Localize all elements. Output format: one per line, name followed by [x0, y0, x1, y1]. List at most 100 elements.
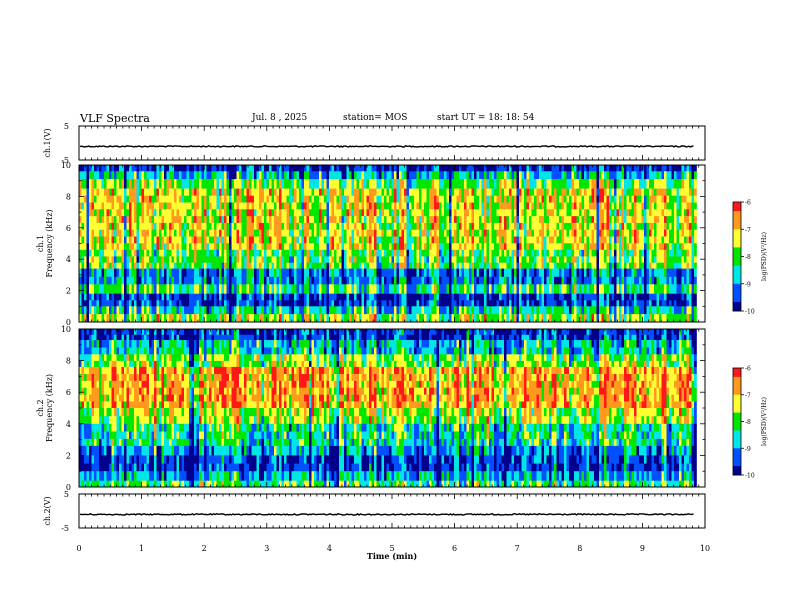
spectrogram-cell	[494, 188, 497, 196]
spectrogram-cell	[399, 249, 402, 257]
spectrogram-cell	[476, 300, 480, 307]
spectrogram-cell	[211, 268, 215, 277]
spectrogram-cell	[219, 165, 222, 172]
spectrogram-cell	[561, 222, 565, 230]
spectrogram-cell	[431, 306, 435, 315]
spectrogram-cell	[544, 262, 547, 269]
spectrogram-cell	[364, 276, 367, 285]
spectrogram-cell	[611, 293, 615, 301]
spectrogram-cell	[434, 209, 437, 217]
spectrogram-cell	[329, 262, 332, 269]
spectrogram-cell	[476, 306, 480, 315]
spectrogram-cell	[336, 236, 340, 244]
spectrogram-cell	[519, 249, 522, 257]
spectrogram-cell	[471, 262, 475, 269]
spectrogram-cell	[409, 249, 412, 257]
spectrogram-cell	[181, 306, 185, 315]
spectrogram-cell	[246, 249, 250, 257]
spectrogram-cell	[534, 249, 537, 257]
spectrogram-cell	[599, 262, 602, 269]
spectrogram-cell	[246, 243, 250, 251]
spectrogram-cell	[359, 222, 362, 230]
spectrogram-cell	[334, 195, 337, 203]
spectrogram-cell	[161, 276, 165, 285]
spectrogram-cell	[104, 165, 107, 172]
spectrogram-cell	[466, 171, 470, 180]
spectrogram-cell	[284, 195, 287, 203]
spectrogram-cell	[406, 262, 410, 269]
spectrogram-cell	[431, 236, 435, 244]
spectrogram-cell	[366, 209, 370, 217]
spectrogram-cell	[196, 293, 200, 301]
spectrogram-cell	[521, 209, 525, 217]
spectrogram-cell	[316, 236, 320, 244]
spectrogram-cell	[501, 222, 505, 230]
spectrogram-cell	[124, 249, 127, 257]
spectrogram-cell	[559, 293, 562, 301]
spectrogram-cell	[299, 268, 302, 277]
spectrogram-cell	[434, 249, 437, 257]
spectrogram-cell	[529, 195, 532, 203]
spectrogram-cell	[96, 262, 100, 269]
spectrogram-cell	[324, 209, 327, 217]
spectrogram-cell	[361, 202, 365, 210]
spectrogram-cell	[379, 188, 382, 196]
spectrogram-cell	[566, 179, 570, 189]
spectrogram-cell	[119, 171, 122, 180]
spectrogram-cell	[119, 222, 122, 230]
spectrogram-cell	[454, 314, 457, 323]
spectrogram-cell	[149, 188, 152, 196]
spectrogram-cell	[231, 195, 235, 203]
spectrogram-cell	[486, 262, 490, 269]
spectrogram-cell	[259, 306, 262, 315]
spectrogram-cell	[449, 284, 452, 294]
spectrogram-cell	[349, 188, 352, 196]
spectrogram-cell	[234, 229, 237, 237]
spectrogram-cell	[396, 188, 400, 196]
spectrogram-cell	[606, 215, 610, 223]
spectrogram-cell	[516, 179, 520, 189]
spectrogram-cell	[251, 215, 255, 223]
spectrogram-cell	[326, 300, 330, 307]
spectrogram-cell	[369, 215, 372, 223]
spectrogram-cell	[391, 262, 395, 269]
spectrogram-cell	[294, 306, 297, 315]
spectrogram-cell	[596, 209, 600, 217]
spectrogram-cell	[539, 195, 542, 203]
spectrogram-cell	[589, 306, 592, 315]
spectrogram-cell	[511, 293, 515, 301]
spectrogram-cell	[331, 171, 335, 180]
spectrogram-cell	[294, 293, 297, 301]
spectrogram-cell	[564, 293, 567, 301]
spectrogram-cell	[279, 306, 282, 315]
spectrogram-cell	[196, 229, 200, 237]
spectrogram-cell	[339, 249, 342, 257]
spectrogram-cell	[389, 195, 392, 203]
spectrogram-cell	[409, 171, 412, 180]
spectrogram-cell	[386, 262, 390, 269]
spectrogram-cell	[441, 165, 445, 172]
spectrogram-cell	[314, 243, 317, 251]
spectrogram-cell	[356, 229, 360, 237]
spectrogram-cell	[476, 229, 480, 237]
spectrogram-cell	[299, 209, 302, 217]
spectrogram-cell	[474, 215, 477, 223]
spectrogram-cell	[614, 165, 617, 172]
spectrogram-cell	[444, 236, 447, 244]
spectrogram-cell	[411, 314, 415, 323]
spectrogram-cell	[499, 256, 502, 263]
spectrogram-cell	[421, 165, 425, 172]
spectrogram-cell	[589, 165, 592, 172]
spectrogram-cell	[221, 215, 225, 223]
spectrogram-cell	[364, 215, 367, 223]
spectrogram-cell	[571, 249, 575, 257]
spectrogram-cell	[426, 171, 430, 180]
spectrogram-cell	[594, 236, 597, 244]
spectrogram-cell	[569, 268, 572, 277]
spectrogram-cell	[551, 249, 555, 257]
spectrogram-cell	[439, 215, 442, 223]
spectrogram-cell	[559, 284, 562, 294]
spectrogram-cell	[164, 165, 167, 172]
spectrogram-cell	[414, 229, 417, 237]
spectrogram-cell	[291, 222, 295, 230]
